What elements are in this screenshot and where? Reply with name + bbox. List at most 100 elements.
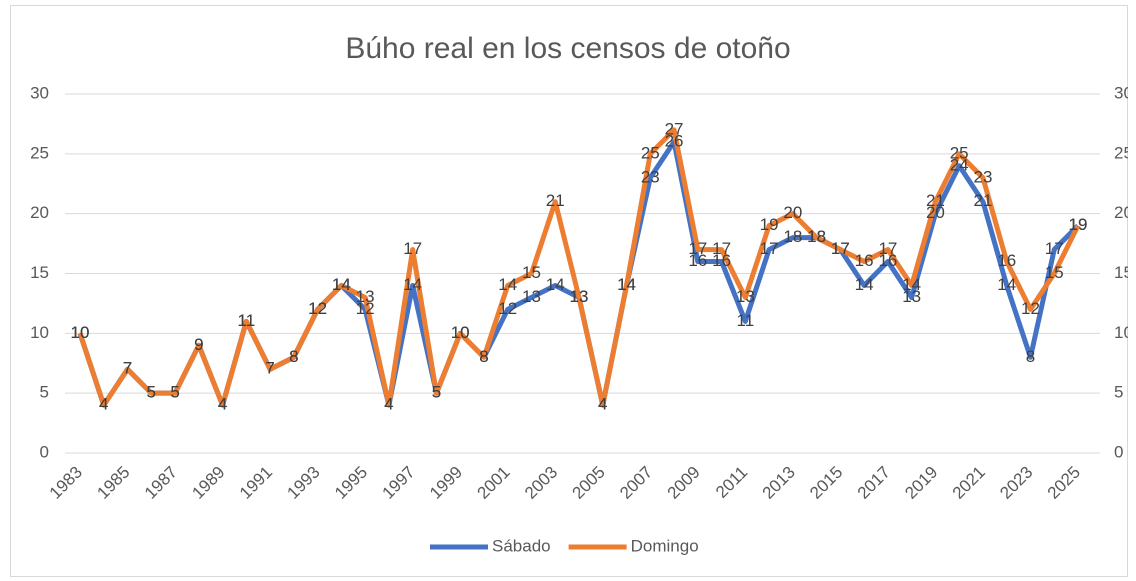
data-label: 17 <box>760 239 779 258</box>
y-tick-label: 10 <box>30 323 49 342</box>
data-label: 5 <box>147 383 156 402</box>
data-label: 12 <box>356 299 375 318</box>
y2-tick-label: 5 <box>1114 383 1123 402</box>
data-label: 17 <box>1045 239 1064 258</box>
data-label: 15 <box>1045 263 1064 282</box>
data-label: 27 <box>665 119 684 138</box>
data-label: 9 <box>194 335 203 354</box>
data-label: 4 <box>218 395 227 414</box>
data-label: 13 <box>522 287 541 306</box>
y-tick-label: 30 <box>30 83 49 102</box>
data-label: 10 <box>451 323 470 342</box>
data-label: 8 <box>1026 347 1035 366</box>
data-label: 10 <box>71 323 90 342</box>
data-label: 12 <box>308 299 327 318</box>
data-label: 7 <box>265 359 274 378</box>
data-label: 4 <box>598 395 607 414</box>
data-label: 14 <box>617 275 636 294</box>
data-label: 13 <box>736 287 755 306</box>
data-label: 13 <box>902 287 921 306</box>
y-tick-label: 25 <box>30 143 49 162</box>
data-label: 14 <box>902 275 921 294</box>
data-label: 17 <box>403 239 422 258</box>
y2-tick-label: 30 <box>1114 83 1133 102</box>
series-line <box>77 127 1081 408</box>
data-label: 8 <box>289 347 298 366</box>
y2-tick-label: 20 <box>1114 203 1133 222</box>
chart-title: Búho real en los censos de otoño <box>345 32 790 65</box>
legend-label: Domingo <box>631 536 699 555</box>
data-label: 13 <box>356 287 375 306</box>
data-label: 16 <box>712 251 731 270</box>
data-label: 12 <box>1021 299 1040 318</box>
data-label: 4 <box>99 395 108 414</box>
data-label: 14 <box>546 275 565 294</box>
data-label: 14 <box>403 275 422 294</box>
data-label: 20 <box>926 203 945 222</box>
data-label: 5 <box>170 383 179 402</box>
data-label: 13 <box>570 287 589 306</box>
data-label: 19 <box>1069 215 1088 234</box>
data-label: 10 <box>71 323 90 342</box>
y-tick-label: 15 <box>30 263 49 282</box>
data-label: 4 <box>598 395 607 414</box>
data-label: 25 <box>641 143 660 162</box>
y-tick-label: 5 <box>40 383 49 402</box>
data-label: 14 <box>332 275 351 294</box>
data-label: 17 <box>831 239 850 258</box>
data-label: 23 <box>973 167 992 186</box>
data-label: 21 <box>546 191 565 210</box>
data-label: 24 <box>950 155 969 174</box>
data-label: 17 <box>712 239 731 258</box>
data-label: 11 <box>238 311 256 330</box>
y2-tick-label: 25 <box>1114 143 1133 162</box>
data-label: 14 <box>332 275 351 294</box>
data-label: 12 <box>308 299 327 318</box>
data-label: 16 <box>878 251 897 270</box>
data-label: 5 <box>170 383 179 402</box>
data-label: 9 <box>194 335 203 354</box>
data-label: 18 <box>807 227 826 246</box>
y-tick-label: 20 <box>30 203 49 222</box>
data-label: 17 <box>831 239 850 258</box>
data-label: 5 <box>432 383 441 402</box>
data-label: 4 <box>99 395 108 414</box>
data-label: 21 <box>926 191 945 210</box>
data-label: 8 <box>479 347 488 366</box>
data-label: 19 <box>1069 215 1088 234</box>
y-tick-label: 0 <box>40 442 49 461</box>
data-label: 21 <box>973 191 992 210</box>
y2-tick-label: 0 <box>1114 442 1123 461</box>
data-label: 13 <box>570 287 589 306</box>
data-label: 7 <box>265 359 274 378</box>
data-label: 5 <box>432 383 441 402</box>
data-label: 20 <box>783 203 802 222</box>
legend-label: Sábado <box>492 536 551 555</box>
data-label: 17 <box>688 239 707 258</box>
data-label: 8 <box>479 347 488 366</box>
data-label: 7 <box>123 359 132 378</box>
data-label: 18 <box>807 227 826 246</box>
data-label: 12 <box>498 299 517 318</box>
data-label: 17 <box>878 239 897 258</box>
data-label: 16 <box>855 251 874 270</box>
y2-tick-label: 15 <box>1114 263 1133 282</box>
data-label: 14 <box>498 275 517 294</box>
data-label: 26 <box>665 131 684 150</box>
data-label: 4 <box>384 395 393 414</box>
data-label: 18 <box>783 227 802 246</box>
data-label: 11 <box>737 311 755 330</box>
data-label: 16 <box>997 251 1016 270</box>
data-label: 7 <box>123 359 132 378</box>
data-label: 8 <box>289 347 298 366</box>
data-label: 25 <box>950 143 969 162</box>
data-label: 23 <box>641 167 660 186</box>
data-label: 4 <box>218 395 227 414</box>
data-label: 15 <box>522 263 541 282</box>
data-label: 10 <box>451 323 470 342</box>
data-label: 4 <box>384 395 393 414</box>
y2-tick-label: 10 <box>1114 323 1133 342</box>
data-label: 5 <box>147 383 156 402</box>
data-label: 19 <box>760 215 779 234</box>
